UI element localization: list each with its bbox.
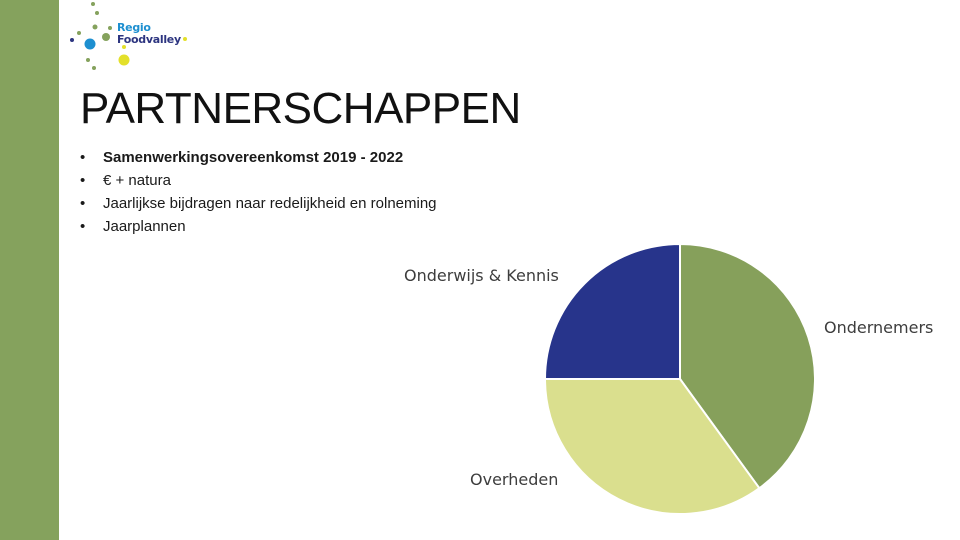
logo-wordmark: Regio Foodvalley [117, 22, 181, 46]
pie-chart-svg: Ondernemers Overheden Onderwijs & Kennis [404, 242, 933, 515]
bullet-item: • Samenwerkingsovereenkomst 2019 - 2022 [80, 146, 437, 169]
logo-dots-mark [70, 2, 187, 70]
logo-line-regio: Regio [117, 21, 151, 34]
pie-label-onderwijs-kennis: Onderwijs & Kennis [404, 266, 559, 285]
bullet-item: • Jaarplannen [80, 215, 437, 238]
bullet-dot-icon: • [80, 218, 86, 235]
bullet-dot-icon: • [80, 172, 86, 189]
bullet-text: Samenwerkingsovereenkomst 2019 - 2022 [103, 149, 404, 166]
pie-slice-overheden [543, 378, 761, 515]
bullet-text: Jaarlijkse bijdragen naar redelijkheid e… [103, 195, 437, 212]
bullet-list: • Samenwerkingsovereenkomst 2019 - 2022 … [80, 146, 437, 238]
pie-slice-ondernemers [679, 242, 816, 490]
logo-line-foodvalley: Foodvalley [117, 33, 181, 46]
bullet-dot-icon: • [80, 195, 86, 212]
pie-slice-onderwijs-kennis [543, 242, 681, 380]
pie-label-ondernemers: Ondernemers [824, 318, 933, 337]
partners-pie-chart: Ondernemers Overheden Onderwijs & Kennis [388, 216, 960, 540]
bullet-item: • € + natura [80, 169, 437, 192]
side-accent-bar [0, 0, 59, 540]
bullet-text: Jaarplannen [103, 218, 186, 235]
bullet-item: • Jaarlijkse bijdragen naar redelijkheid… [80, 192, 437, 215]
bullet-dot-icon: • [80, 149, 86, 166]
page-title: PARTNERSCHAPPEN [80, 84, 521, 133]
bullet-text: € + natura [103, 172, 171, 189]
pie-label-overheden: Overheden [470, 470, 558, 489]
